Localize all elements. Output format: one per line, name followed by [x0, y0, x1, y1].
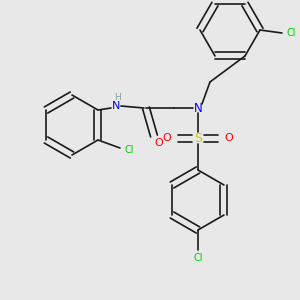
- Text: Cl: Cl: [286, 28, 296, 38]
- Text: H: H: [115, 92, 122, 101]
- Text: S: S: [194, 131, 202, 145]
- Text: O: O: [225, 133, 233, 143]
- Text: N: N: [112, 101, 120, 111]
- Text: O: O: [154, 138, 164, 148]
- Text: O: O: [163, 133, 171, 143]
- Text: N: N: [194, 101, 202, 115]
- Text: Cl: Cl: [193, 253, 203, 263]
- Text: Cl: Cl: [124, 145, 134, 155]
